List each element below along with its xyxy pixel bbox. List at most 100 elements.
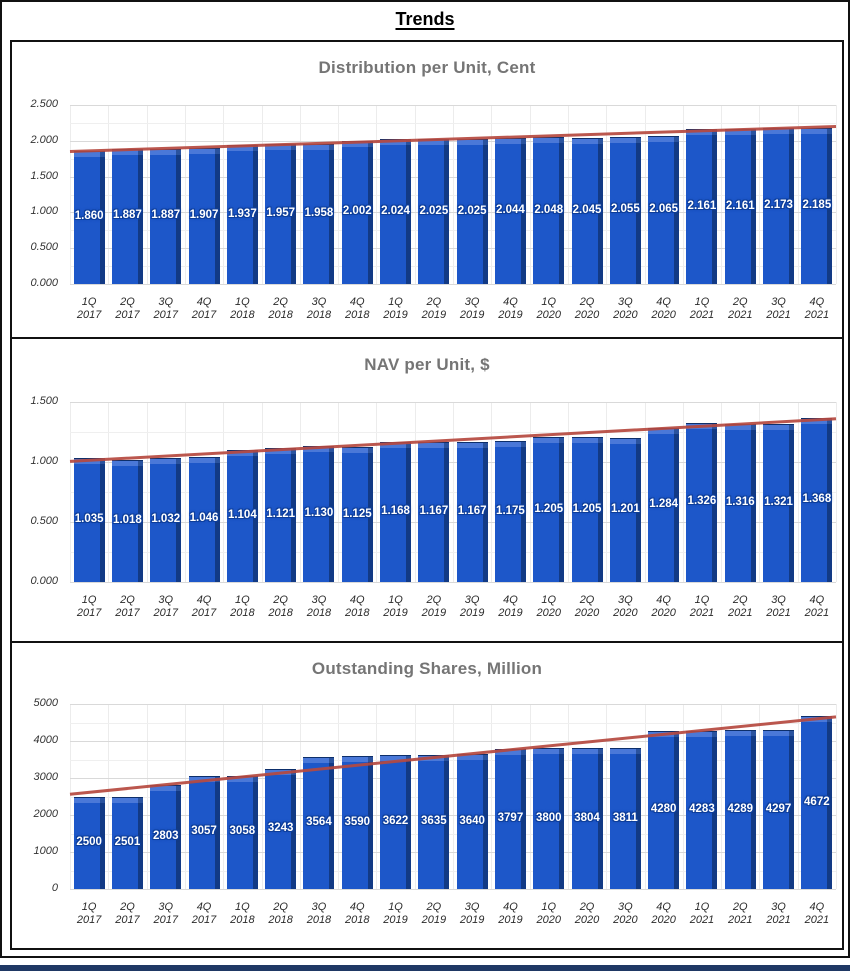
bar	[494, 441, 526, 582]
plot-area-distribution: 1.860 1Q 2017 1.887 2Q 2017 1.887 3Q 2017 1.907 4Q…	[69, 105, 837, 321]
bar	[226, 449, 258, 582]
major-gridline	[70, 582, 836, 583]
x-axis-tick-label: 2Q 2021	[728, 594, 753, 619]
bar-value-label: 1.032	[151, 513, 181, 526]
x-axis-tick-label: 3Q 2021	[766, 901, 791, 926]
minor-gridline	[70, 796, 836, 798]
bar	[380, 755, 411, 889]
bar	[188, 775, 220, 889]
major-gridline	[70, 402, 836, 403]
bar-value-label: 3804	[574, 811, 600, 824]
bar-value-label: 2.048	[534, 203, 564, 216]
bar	[341, 756, 373, 889]
bar-value-label: 2.044	[496, 203, 525, 216]
bar-value-label: 1.046	[189, 512, 219, 525]
x-axis-tick-label: 4Q 2018	[345, 594, 370, 619]
x-axis-tick-label: 2Q 2019	[421, 594, 447, 619]
y-axis-tick-label: 1000	[33, 845, 58, 857]
bar-value-label: 1.201	[610, 502, 640, 515]
x-axis-tick-label: 3Q 2019	[459, 901, 485, 926]
bar	[418, 754, 450, 889]
bar	[341, 140, 373, 284]
x-axis-tick-label: 2Q 2019	[421, 296, 447, 321]
x-axis-tick-label: 3Q 2018	[306, 901, 332, 926]
bar-value-label: 3243	[267, 822, 294, 834]
major-gridline	[70, 212, 836, 214]
major-gridline	[70, 176, 836, 178]
bar-value-label: 1.125	[342, 507, 372, 520]
bar-value-label: 1.284	[649, 498, 679, 510]
plot-area-nav: 1.035 1Q 2017 1.018 2Q 2017 1.032 3Q 2017 1.046 4Q…	[69, 402, 837, 619]
major-gridline	[70, 248, 836, 250]
bar-value-label: 3635	[421, 814, 447, 827]
bar	[494, 748, 526, 889]
bar	[456, 139, 488, 284]
x-axis-tick-label: 2Q 2018	[268, 594, 293, 619]
bar-value-label: 3590	[344, 815, 371, 828]
vertical-gridline	[836, 704, 837, 889]
vertical-gridline	[836, 105, 837, 284]
y-axis-tick-label: 2.500	[30, 98, 58, 110]
x-axis-tick-label: 3Q 2019	[459, 296, 485, 321]
vertical-gridline	[836, 402, 837, 582]
bar-value-label: 3640	[459, 814, 485, 827]
bar	[188, 456, 220, 582]
bar	[111, 148, 143, 284]
minor-gridline	[70, 722, 836, 724]
major-gridline	[70, 105, 836, 106]
y-axis-tick-label: 0.500	[30, 241, 58, 254]
bar	[763, 730, 794, 889]
x-axis-tick-label: 3Q 2020	[613, 594, 638, 619]
bar-value-label: 4672	[804, 795, 830, 808]
minor-gridline	[70, 122, 836, 124]
bar-value-label: 3797	[497, 811, 524, 824]
next-section-header-strip	[0, 965, 850, 971]
y-axis-tick-label: 2000	[33, 808, 58, 820]
bar-value-label: 1.121	[266, 507, 296, 520]
bar-value-label: 2.045	[572, 203, 602, 216]
x-axis-tick-label: 4Q 2020	[651, 901, 676, 926]
trendline	[69, 417, 837, 463]
chart-section-nav-per-unit: NAV per Unit, $ 1.035 1Q 2017 1.018 2Q 2017 1.…	[12, 339, 842, 643]
x-axis-tick-label: 2Q 2021	[728, 901, 753, 926]
x-axis-tick-label: 1Q 2019	[383, 296, 408, 321]
minor-gridline	[70, 432, 836, 433]
report-title: Trends	[395, 9, 455, 29]
x-axis-tick-label: 4Q 2019	[498, 594, 523, 619]
x-axis-tick-label: 2Q 2020	[574, 594, 600, 619]
x-axis-tick-label: 2Q 2017	[115, 901, 140, 926]
x-axis-tick-label: 1Q 2018	[230, 901, 255, 926]
x-axis-tick-label: 4Q 2017	[191, 594, 217, 619]
bar	[533, 748, 565, 889]
x-axis-tick-label: 1Q 2020	[536, 594, 561, 619]
bar	[648, 136, 680, 284]
x-axis-tick-label: 1Q 2019	[383, 901, 408, 926]
major-gridline	[70, 778, 836, 779]
bar-value-label: 1.104	[227, 508, 257, 521]
x-axis-tick-label: 4Q 2021	[804, 296, 830, 321]
minor-gridline	[70, 870, 836, 872]
x-axis-tick-label: 2Q 2019	[421, 901, 447, 926]
x-axis-tick-label: 3Q 2017	[153, 901, 178, 926]
bar	[418, 139, 450, 284]
x-axis-tick-label: 2Q 2017	[115, 296, 140, 321]
major-gridline	[70, 704, 836, 705]
y-axis-tick-label: 1.000	[30, 205, 58, 218]
bar-value-label: 3622	[382, 815, 409, 827]
x-axis-tick-label: 1Q 2020	[536, 296, 561, 321]
y-axis-tick-label: 4000	[33, 734, 58, 746]
bar	[609, 437, 641, 582]
y-axis-tick-label: 1.500	[30, 395, 58, 407]
bar	[73, 796, 105, 889]
x-axis-tick-label: 4Q 2017	[191, 296, 217, 321]
bar-value-label: 1.887	[113, 209, 142, 222]
bar	[265, 143, 297, 284]
y-axis-tick-label: 0	[51, 882, 58, 894]
bar	[801, 127, 833, 284]
minor-gridline	[70, 552, 836, 553]
bar	[226, 775, 258, 889]
bar-value-label: 1.957	[266, 206, 296, 219]
bar	[456, 754, 488, 889]
bar	[763, 423, 794, 582]
bar	[456, 442, 488, 582]
